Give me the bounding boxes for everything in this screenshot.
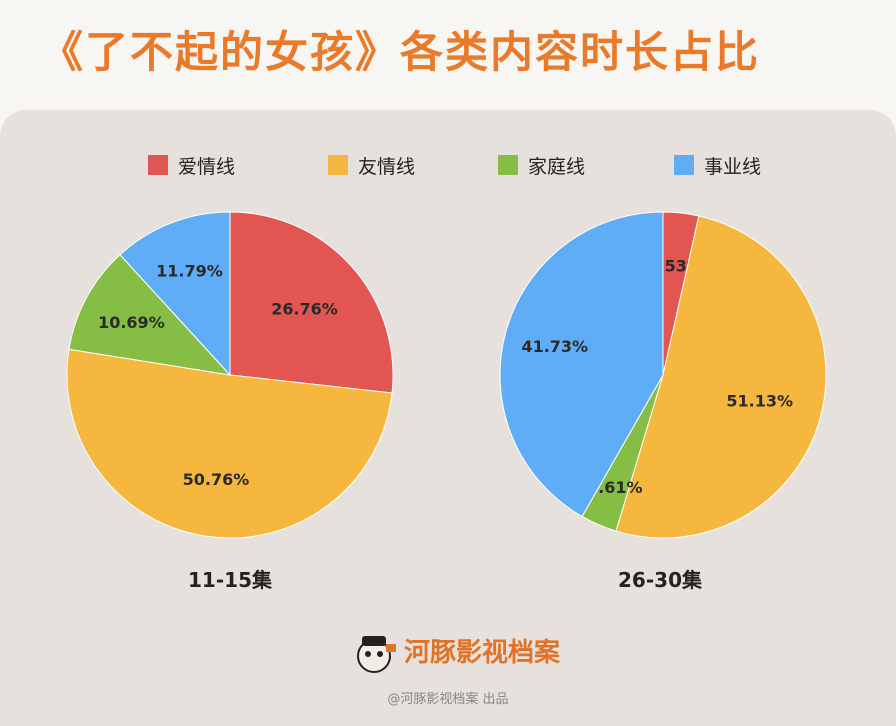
pie-0-label-family: 10.69% [98, 313, 165, 332]
brand-name: 河豚影视档案 [404, 638, 561, 668]
pie-chart-26-30: 3.53%51.13%3.61%41.73% [499, 211, 827, 539]
pie-0-slice-friendship [66, 348, 393, 539]
pie-0-slice-family [68, 254, 232, 376]
pie-0-slice-romance [229, 211, 394, 394]
brand-logo-icon [357, 636, 396, 673]
legend-item-career: 事业线 [674, 148, 761, 182]
legend-item-romance: 爱情线 [148, 148, 235, 182]
pie-0-label-friendship: 50.76% [183, 470, 250, 489]
legend-item-friendship: 友情线 [328, 148, 415, 182]
pie-chart-11-15: 26.76% 50.76% 10.69% 11.79% [66, 211, 394, 539]
legend-label-family: 家庭线 [528, 155, 586, 178]
pie-1-slice-career [499, 211, 664, 518]
pie-caption-11-15: 11-15集 [188, 568, 272, 592]
legend-swatch-romance [148, 155, 168, 175]
pie-0-label-romance: 26.76% [271, 299, 338, 318]
pie-1-label-friendship: 51.13% [726, 391, 793, 410]
pie-1-slice-friendship [615, 215, 827, 539]
legend-label-romance: 爱情线 [178, 155, 236, 178]
brand: 河豚影视档案 [340, 620, 560, 680]
legend-label-friendship: 友情线 [358, 155, 416, 178]
pie-caption-26-30: 26-30集 [618, 568, 702, 592]
legend-swatch-career [674, 155, 694, 175]
pie-1-label-career: 41.73% [521, 337, 588, 356]
credit-text: @河豚影视档案 出品 [387, 692, 509, 707]
legend-swatch-friendship [328, 155, 348, 175]
legend-label-career: 事业线 [704, 155, 762, 178]
legend-swatch-family [498, 155, 518, 175]
legend-item-family: 家庭线 [498, 148, 585, 182]
pie-0-slice-career [119, 211, 231, 377]
page-title: 《了不起的女孩》各类内容时长占比 [40, 28, 760, 78]
pie-0-label-career: 11.79% [156, 262, 223, 281]
legend: 爱情线 友情线 家庭线 事业线 [0, 148, 896, 182]
